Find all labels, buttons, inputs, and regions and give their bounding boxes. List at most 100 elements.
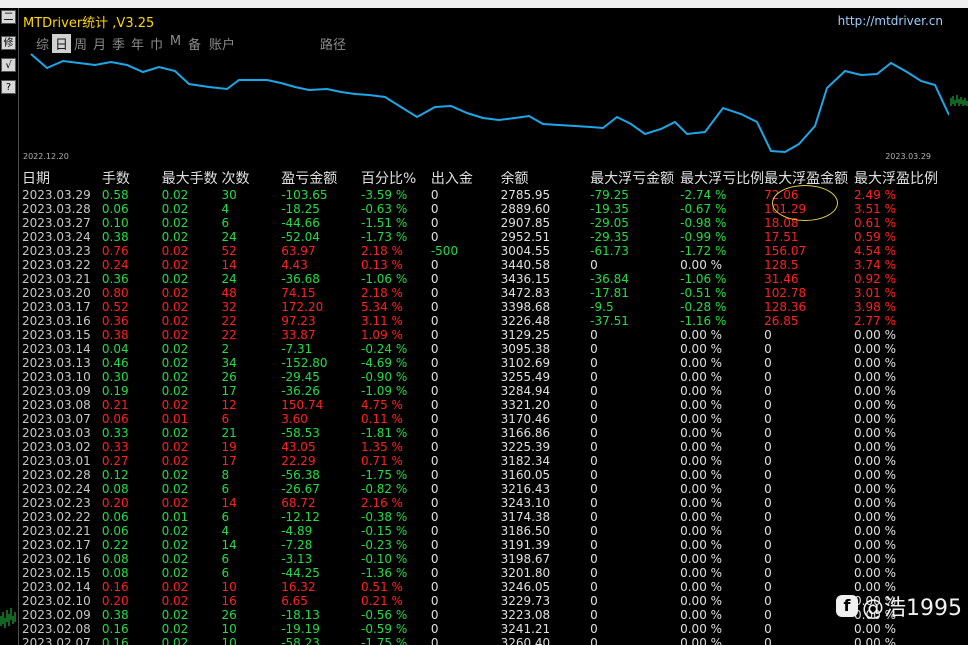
- cell-percent: 0.11 %: [360, 412, 403, 426]
- cell-date: 2023.03.24: [22, 230, 91, 244]
- cell-max-lots: 0.02: [161, 398, 189, 412]
- cell-max-float-loss-ratio: 0.00 %: [680, 608, 723, 622]
- tab-quarter[interactable]: 季: [111, 38, 125, 53]
- col-max-float-loss-ratio[interactable]: 最大浮亏比例: [680, 171, 765, 187]
- cell-percent: -1.75 %: [360, 636, 408, 645]
- cell-max-float-profit: 0: [764, 636, 772, 645]
- cell-lots: 0.16: [101, 636, 129, 645]
- cell-percent: 0.13 %: [360, 258, 403, 272]
- cell-pnl: 3.60: [281, 412, 308, 426]
- cell-pnl: -36.26: [281, 384, 320, 398]
- cell-max-float-profit-ratio: 0.00 %: [854, 440, 896, 454]
- table-row: 2023.03.15 0.38 0.02 22 33.87 1.09 % 0 3129.25 0…: [22, 328, 949, 342]
- cell-percent: 0.71 %: [360, 454, 403, 468]
- cell-pnl: 172.20: [281, 300, 324, 314]
- cell-balance: 3186.50: [500, 524, 551, 538]
- cell-count: 34: [221, 356, 237, 370]
- cell-deposit: 0: [430, 328, 439, 342]
- table-row: 2023.02.10 0.20 0.02 16 6.65 0.21 % 0 3229.73 0 0…: [22, 594, 949, 608]
- cell-date: 2023.02.21: [22, 524, 91, 538]
- toolbar-button-2[interactable]: 修: [1, 36, 16, 50]
- col-percent[interactable]: 百分比%: [360, 171, 417, 187]
- col-date[interactable]: 日期: [22, 171, 50, 187]
- cell-pnl: -58.23: [281, 636, 320, 645]
- cell-lots: 0.30: [101, 370, 129, 384]
- tab-summary[interactable]: 综: [35, 38, 49, 53]
- cell-max-float-profit-ratio: 0.00 %: [854, 482, 896, 496]
- col-deposit[interactable]: 出入金: [430, 171, 473, 187]
- website-link[interactable]: http://mtdriver.cn: [837, 14, 943, 28]
- tab-backup[interactable]: 备: [187, 38, 201, 53]
- cell-max-float-profit: 0: [764, 594, 772, 608]
- cell-date: 2023.03.17: [22, 300, 91, 314]
- platform-logo-icon: f: [836, 595, 858, 617]
- cell-lots: 0.46: [101, 356, 129, 370]
- cell-max-float-profit-ratio: 2.49 %: [854, 188, 896, 202]
- tab-month[interactable]: 月: [92, 38, 106, 53]
- cell-max-float-loss-ratio: 0.00 %: [680, 552, 723, 566]
- cell-max-float-loss: 0: [590, 384, 598, 398]
- col-max-lots[interactable]: 最大手数: [161, 171, 218, 187]
- table-row: 2023.03.29 0.58 0.02 30 -103.65 -3.59 % 0 2785.…: [22, 188, 949, 202]
- cell-count: 8: [221, 468, 230, 482]
- table-row: 2023.03.22 0.24 0.02 14 4.43 0.13 % 0 3440.58 0 0…: [22, 258, 949, 272]
- cell-balance: 3216.43: [500, 482, 551, 496]
- cell-max-float-profit-ratio: 0.00 %: [854, 594, 896, 608]
- cell-date: 2023.02.14: [22, 580, 91, 594]
- toolbar-button-check[interactable]: √: [1, 58, 16, 72]
- col-max-float-loss[interactable]: 最大浮亏金额: [590, 171, 675, 187]
- cell-lots: 0.08: [101, 552, 129, 566]
- tab-year[interactable]: 年: [130, 38, 144, 53]
- toolbar-button-help[interactable]: ?: [1, 80, 16, 94]
- cell-balance: 3284.94: [500, 384, 551, 398]
- cell-max-float-loss-ratio: 0.00 %: [680, 510, 723, 524]
- col-balance[interactable]: 余额: [500, 171, 529, 187]
- cell-max-float-profit-ratio: 0.00 %: [854, 510, 896, 524]
- table-header-row: 日期 手数 最大手数 次数 盈亏金额 百分比% 出入金 余额 最大浮亏金额 最大…: [22, 168, 949, 188]
- cell-max-float-profit-ratio: 0.00 %: [854, 580, 896, 594]
- cell-balance: 3472.83: [500, 286, 551, 300]
- tab-week[interactable]: 周: [73, 38, 87, 53]
- col-pnl[interactable]: 盈亏金额: [281, 171, 338, 187]
- toolbar-button-1[interactable]: 二: [1, 10, 16, 24]
- col-lots[interactable]: 手数: [101, 171, 130, 187]
- cell-max-float-profit: 0: [764, 398, 772, 412]
- col-max-float-profit-ratio[interactable]: 最大浮盈比例: [854, 171, 939, 187]
- cell-max-float-profit-ratio: 0.61 %: [854, 216, 896, 230]
- tab-path[interactable]: 路径: [320, 38, 347, 53]
- table-row: 2023.03.23 0.76 0.02 52 63.97 2.18 % -500 3004.…: [22, 244, 949, 258]
- tab-day[interactable]: 日: [52, 34, 71, 53]
- cell-deposit: 0: [430, 342, 439, 356]
- cell-count: 26: [221, 608, 237, 622]
- cell-max-float-loss-ratio: -1.72 %: [680, 244, 727, 258]
- cell-max-float-profit: 0: [764, 454, 772, 468]
- cell-deposit: 0: [430, 636, 439, 645]
- col-count[interactable]: 次数: [221, 171, 250, 187]
- table-row: 2023.03.24 0.38 0.02 24 -52.04 -1.73 % 0 2952.5…: [22, 230, 949, 244]
- cell-percent: 2.18 %: [360, 244, 403, 258]
- cell-count: 19: [221, 440, 237, 454]
- cell-max-float-loss-ratio: -2.74 %: [680, 188, 727, 202]
- cell-pnl: 97.23: [281, 314, 316, 328]
- cell-max-float-loss: 0: [590, 510, 598, 524]
- col-max-float-profit[interactable]: 最大浮盈金额: [764, 171, 849, 187]
- cell-max-float-profit-ratio: 0.92 %: [854, 272, 896, 286]
- table-row: 2023.02.24 0.08 0.02 6 -26.67 -0.82 % 0 3216.43…: [22, 482, 949, 496]
- cell-date: 2023.03.21: [22, 272, 91, 286]
- cell-balance: 3260.40: [500, 636, 551, 645]
- cell-count: 10: [221, 622, 237, 636]
- cell-max-lots: 0.02: [161, 188, 189, 202]
- tab-account[interactable]: 账户: [208, 38, 235, 53]
- tab-m[interactable]: M: [169, 34, 182, 49]
- cell-date: 2023.03.07: [22, 412, 91, 426]
- cell-max-float-loss: 0: [590, 370, 598, 384]
- cell-max-float-profit-ratio: 0.00 %: [854, 426, 896, 440]
- cell-pnl: 150.74: [281, 398, 324, 412]
- cell-balance: 3321.20: [500, 398, 551, 412]
- cell-lots: 0.08: [101, 566, 129, 580]
- cell-lots: 0.04: [101, 342, 129, 356]
- table-row: 2023.03.28 0.06 0.02 4 -18.25 -0.63 % 0 2889.60…: [22, 202, 949, 216]
- watermark: f @浩1995: [836, 590, 962, 622]
- tab-jin[interactable]: 巾: [149, 38, 163, 53]
- cell-percent: 1.09 %: [360, 328, 403, 342]
